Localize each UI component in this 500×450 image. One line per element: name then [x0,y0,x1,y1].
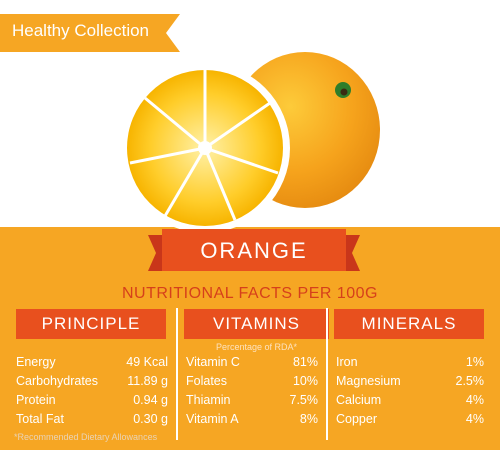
vitamin-label: Vitamin C [186,355,240,369]
mineral-label: Iron [336,355,358,369]
vitamin-label: Vitamin A [186,412,239,426]
collection-label: Healthy Collection [12,21,150,40]
vitamin-value: 7.5% [289,393,319,407]
orange-slice [120,63,290,233]
principle-label: Carbohydrates [16,374,98,388]
vitamin-label: Folates [186,374,227,388]
principle-value: 11.89 g [127,374,168,388]
principle-value: 49 Kcal [126,355,168,369]
mineral-value: 2.5% [455,374,485,388]
principle-label: Energy [16,355,56,369]
principle-heading: PRINCIPLE [16,309,166,339]
column-divider [176,308,178,440]
principle-value: 0.30 g [133,412,168,426]
side-id: 131437662 [1,340,15,440]
principle-label: Total Fat [16,412,64,426]
minerals-heading: MINERALS [334,309,484,339]
product-name: ORANGE [200,238,308,263]
facts-title: NUTRITIONAL FACTS PER 100G [121,285,378,302]
vitamin-value: 81% [292,355,318,369]
mineral-value: 4% [465,393,484,407]
mineral-value: 1% [465,355,484,369]
column-divider [326,308,328,440]
vitamin-value: 8% [299,412,318,426]
vitamin-label: Thiamin [186,393,231,407]
principle-label: Protein [16,393,56,407]
mineral-label: Magnesium [336,374,401,388]
product-ribbon [148,229,360,271]
mineral-label: Calcium [336,393,382,407]
orange-stem-icon [335,82,351,98]
rda-note: Percentage of RDA* [215,342,298,352]
principle-value: 0.94 g [133,393,168,407]
footnote: *Recommended Dietary Allowances [14,432,158,442]
orange-illustration [120,52,380,233]
vitamins-heading: VITAMINS [184,309,329,339]
vitamin-value: 10% [292,374,318,388]
mineral-label: Copper [336,412,377,426]
mineral-value: 4% [465,412,484,426]
collection-ribbon [0,14,180,52]
